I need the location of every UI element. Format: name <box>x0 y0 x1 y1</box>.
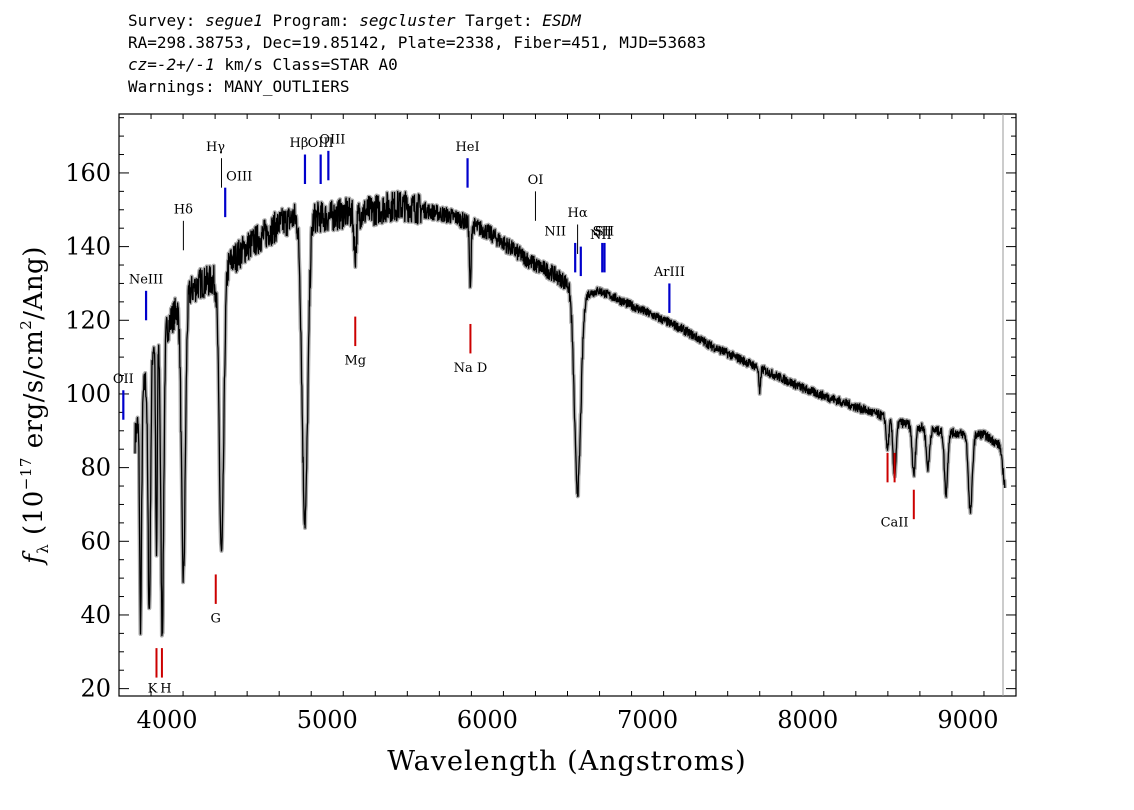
plot-frame <box>118 113 1017 697</box>
survey-value: segue1 <box>205 11 263 30</box>
spectrum-header: Survey: segue1 Program: segcluster Targe… <box>128 10 706 98</box>
emission-line-label: NII <box>590 228 612 243</box>
x-tick-label: 4000 <box>137 706 198 734</box>
emission-line-label: OII <box>113 372 134 387</box>
balmer-line-label: Hγ <box>206 140 225 155</box>
emission-line-label: ArIII <box>653 265 685 280</box>
y-tick-label: 80 <box>80 454 111 482</box>
x-tick-label: 5000 <box>297 706 358 734</box>
survey-label: Survey: <box>128 11 206 30</box>
y-tick-label: 100 <box>65 380 111 408</box>
emission-line-label: Hβ <box>290 136 309 151</box>
x-axis-label: Wavelength (Angstroms) <box>387 746 746 777</box>
y-tick-labels: 20 40 60 80 100 120 140 160 <box>65 159 111 703</box>
y-tick-label: 120 <box>65 306 111 334</box>
emission-line-label: OIII <box>319 132 345 147</box>
absorption-line-label: Na D <box>454 361 488 376</box>
header-line-3: cz=-2+/-1 km/s Class=STAR A0 <box>128 54 706 76</box>
x-tick-label: 9000 <box>937 706 998 734</box>
y-tick-label: 20 <box>80 675 111 703</box>
axis-ticks <box>118 114 1017 696</box>
emission-line-label: OIII <box>226 169 252 184</box>
emission-line-label: SII <box>593 225 612 240</box>
error-band <box>133 189 1007 638</box>
header-line-2: RA=298.38753, Dec=19.85142, Plate=2338, … <box>128 33 706 52</box>
emission-line-label: HeI <box>455 140 479 155</box>
target-label: Target: <box>455 11 543 30</box>
absorption-line-label: Mg <box>344 353 366 368</box>
header-line-4: Warnings: MANY_OUTLIERS <box>128 77 350 96</box>
balmer-line-label: Hδ <box>174 202 193 217</box>
redshift-value: cz=-2+/-1 <box>128 55 215 74</box>
absorption-line-label: K <box>148 681 158 696</box>
emission-line-label: SII <box>595 225 614 240</box>
y-tick-label: 140 <box>65 233 111 261</box>
x-tick-label: 7000 <box>617 706 678 734</box>
emission-line-label: NII <box>544 225 566 240</box>
class-value: km/s Class=STAR A0 <box>214 55 398 74</box>
emission-line-label: OIII <box>308 136 334 151</box>
emission-line-label: NeIII <box>129 272 163 287</box>
target-value: ESDM <box>542 11 581 30</box>
absorption-line-label: G <box>211 611 221 626</box>
y-axis-label: fλ (10−17 erg/s/cm2/Ang) <box>17 246 52 566</box>
spectrum-line <box>134 190 1006 637</box>
y-tick-label: 40 <box>80 601 111 629</box>
header-line-1: Survey: segue1 Program: segcluster Targe… <box>128 10 706 32</box>
x-tick-label: 6000 <box>457 706 518 734</box>
x-tick-labels: 4000 5000 6000 7000 8000 9000 <box>137 706 999 734</box>
program-value: segcluster <box>359 11 456 30</box>
y-tick-label: 160 <box>65 159 111 187</box>
absorption-line-label: CaII <box>881 516 909 531</box>
svg-text:fλ (10−17 erg/s/cm2/Ang): fλ (10−17 erg/s/cm2/Ang) <box>17 246 52 566</box>
absorption-line-label: H <box>160 681 171 696</box>
balmer-line-label: OI <box>528 173 544 188</box>
program-label: Program: <box>262 11 360 30</box>
y-tick-label: 60 <box>80 527 111 555</box>
balmer-line-label: Hα <box>568 206 588 221</box>
x-tick-label: 8000 <box>777 706 838 734</box>
